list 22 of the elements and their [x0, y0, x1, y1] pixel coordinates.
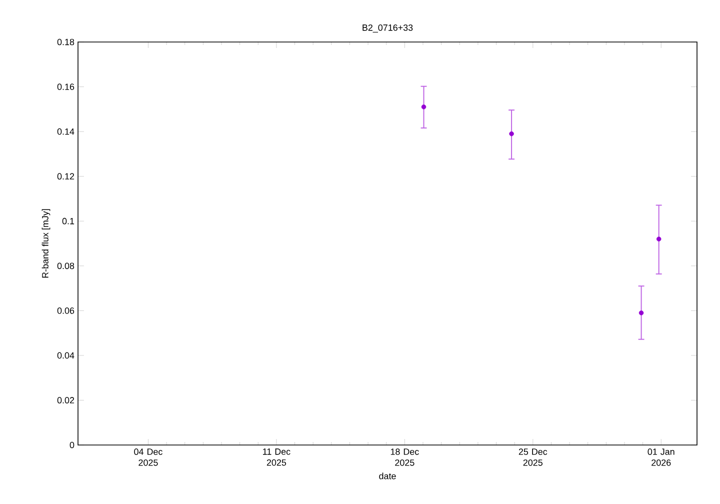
x-tick-label: 11 Dec 2025 [263, 448, 290, 466]
y-tick-label: 0.14 [57, 128, 74, 135]
y-axis-title: R-band flux [mJy] [42, 209, 50, 278]
y-tick-label: 0.02 [57, 397, 74, 404]
y-tick-label: 0 [70, 442, 74, 448]
x-tick-label: 04 Dec 2025 [134, 448, 162, 466]
x-tick-label: 25 Dec 2025 [518, 448, 548, 466]
y-tick-label: 0.16 [57, 84, 74, 90]
y-tick-label: 0.18 [57, 38, 74, 46]
point [509, 131, 514, 136]
y-tick-label: 0.08 [57, 262, 74, 270]
point [638, 310, 644, 316]
x-tick-label: 01 Jan 2026 [648, 448, 674, 466]
chart-title: B2_0716+33 [362, 24, 413, 32]
y-tick-label: 0.12 [57, 173, 74, 180]
point [421, 104, 426, 110]
y-tick-label: 0.1 [62, 218, 74, 224]
x-axis-title: date [379, 472, 396, 480]
y-tick-label: 0.04 [57, 352, 74, 359]
y-tick-label: 0.06 [57, 307, 74, 314]
x-tick-label: 18 Dec 2025 [390, 448, 419, 466]
point [656, 236, 662, 242]
